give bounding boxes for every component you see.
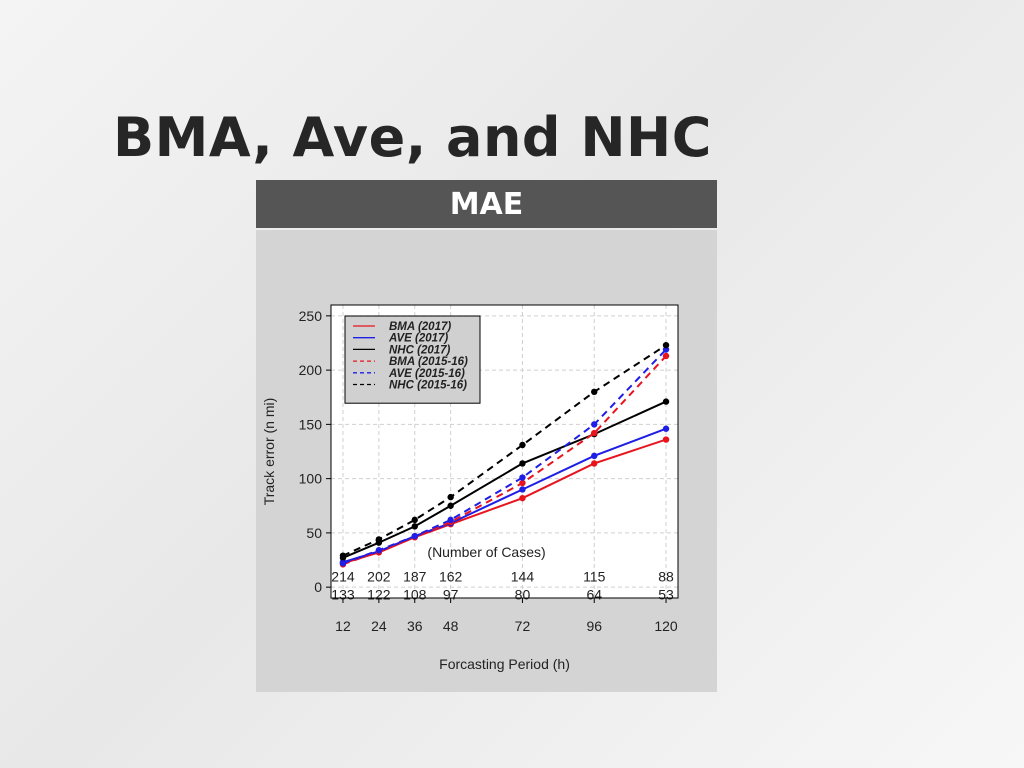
x-tick-label: 120 xyxy=(654,618,678,634)
data-point xyxy=(519,486,526,493)
data-point xyxy=(662,352,670,360)
data-point xyxy=(375,536,383,543)
data-point xyxy=(519,479,526,487)
plot-frame xyxy=(330,304,679,599)
case-count-2015-16: 80 xyxy=(515,587,531,603)
x-tick-label: 12 xyxy=(335,618,351,634)
case-count-2015-16: 122 xyxy=(367,587,391,603)
y-tick-label: 0 xyxy=(314,579,322,595)
y-tick-label: 100 xyxy=(299,471,323,487)
data-point xyxy=(662,436,670,443)
case-count-2017: 115 xyxy=(583,568,606,584)
data-point xyxy=(591,388,598,396)
legend-label: AVE (2015-16) xyxy=(388,368,465,380)
data-point xyxy=(447,493,454,501)
data-point xyxy=(591,460,598,467)
data-point xyxy=(447,502,454,509)
legend-label: NHC (2017) xyxy=(389,344,451,356)
case-count-2017: 88 xyxy=(658,568,674,584)
table-header: MAE xyxy=(256,180,717,228)
data-point xyxy=(447,516,454,524)
y-tick-label: 150 xyxy=(299,416,323,432)
data-point xyxy=(519,441,526,449)
case-count-2017: 144 xyxy=(511,568,535,584)
legend-box xyxy=(344,315,481,404)
case-count-2017: 162 xyxy=(439,568,463,584)
data-point xyxy=(591,452,598,460)
data-point xyxy=(411,516,418,524)
data-point xyxy=(339,560,347,567)
annotation-label: (Number of Cases) xyxy=(427,544,545,560)
case-count-2015-16: 108 xyxy=(403,587,427,603)
data-point xyxy=(591,429,598,437)
case-count-2015-16: 53 xyxy=(658,587,674,603)
data-point xyxy=(411,532,418,540)
case-count-2015-16: 133 xyxy=(331,587,355,603)
data-point xyxy=(662,425,670,432)
legend-label: NHC (2015-16) xyxy=(389,380,467,392)
x-tick-label: 36 xyxy=(407,618,423,634)
y-tick-label: 200 xyxy=(299,362,323,378)
track-error-chart: (Number of Cases) 214 202 187 162 144 115 88 133… xyxy=(261,304,679,672)
case-count-2015-16: 97 xyxy=(443,587,459,603)
data-point xyxy=(339,552,347,559)
legend-label: BMA (2017) xyxy=(389,321,451,333)
x-axis-label: Forcasting Period (h) xyxy=(439,656,570,672)
x-tick-label: 96 xyxy=(586,618,602,634)
y-axis-label: Track error (n mi) xyxy=(261,398,277,506)
x-tick-label: 72 xyxy=(515,618,531,634)
y-tick-label: 250 xyxy=(299,308,323,324)
data-point xyxy=(662,398,670,405)
data-point xyxy=(519,460,526,467)
data-point xyxy=(519,494,526,502)
slide-title: BMA, Ave, and NHC xyxy=(113,106,712,169)
x-tick-label: 24 xyxy=(371,618,387,634)
legend-label: BMA (2015-16) xyxy=(389,356,468,368)
case-count-2015-16: 64 xyxy=(586,587,602,603)
data-point xyxy=(662,341,670,349)
data-point xyxy=(375,547,383,554)
data-point xyxy=(411,523,418,530)
case-count-2017: 202 xyxy=(367,568,391,584)
x-tick-label: 48 xyxy=(443,618,459,634)
chart-panel: (Number of Cases) 214 202 187 162 144 115 88 133… xyxy=(256,230,717,692)
case-count-2017: 214 xyxy=(331,568,355,584)
legend-label: AVE (2017) xyxy=(388,333,448,345)
data-point xyxy=(519,474,526,481)
data-point xyxy=(591,421,598,428)
y-tick-label: 50 xyxy=(306,525,322,541)
case-count-2017: 187 xyxy=(403,568,427,584)
